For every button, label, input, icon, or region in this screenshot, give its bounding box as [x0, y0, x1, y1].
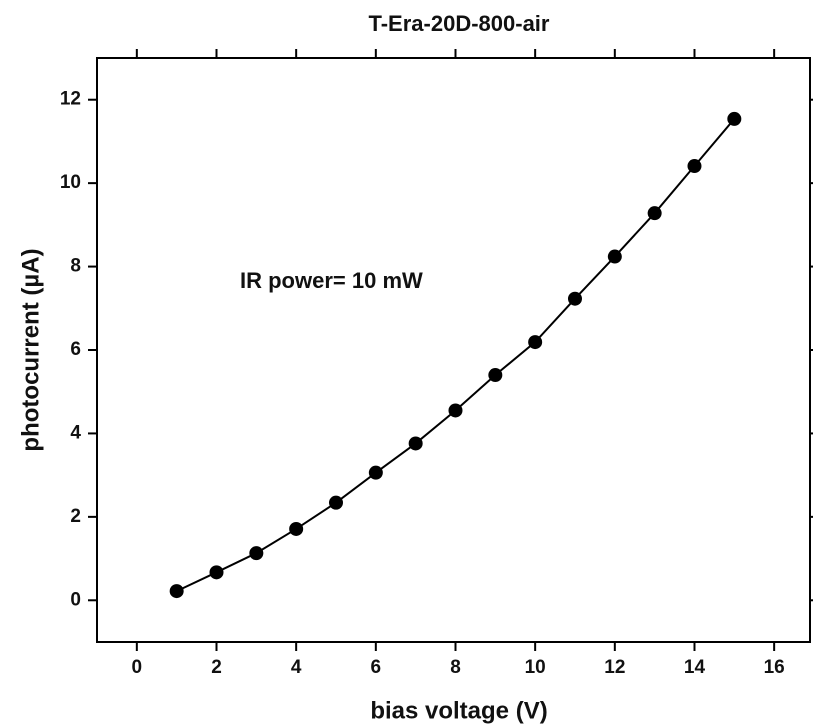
data-point [647, 206, 662, 221]
y-tick-label: 4 [70, 422, 81, 443]
data-point [448, 403, 463, 418]
series-line [176, 118, 736, 593]
data-point [727, 111, 742, 126]
y-tick-label: 10 [60, 172, 81, 193]
data-point [607, 249, 622, 264]
data-point [567, 291, 582, 306]
x-tick-label: 4 [291, 657, 302, 678]
data-point [328, 495, 343, 510]
data-point [169, 584, 184, 599]
data-point [249, 546, 264, 561]
data-point [289, 521, 304, 536]
plot-frame [96, 57, 811, 643]
y-tick-label: 0 [70, 589, 81, 610]
data-point [528, 335, 543, 350]
chart-title: T-Era-20D-800-air [369, 11, 550, 36]
data-point [687, 159, 702, 174]
y-axis-label: photocurrent (µA) [17, 248, 44, 451]
y-tick-label: 12 [60, 89, 81, 110]
data-point [488, 368, 503, 383]
x-tick-label: 6 [371, 657, 382, 678]
data-point [368, 465, 383, 480]
x-tick-label: 14 [684, 657, 706, 678]
x-tick-label: 0 [132, 657, 143, 678]
y-tick-label: 8 [70, 256, 81, 277]
annotation: IR power= 10 mW [240, 268, 423, 293]
data-point [209, 565, 224, 580]
data-point [408, 436, 423, 451]
y-tick-label: 6 [70, 339, 81, 360]
x-tick-label: 2 [211, 657, 222, 678]
x-axis-label: bias voltage (V) [370, 697, 547, 724]
x-tick-label: 8 [450, 657, 461, 678]
x-tick-label: 12 [604, 657, 625, 678]
y-tick-label: 2 [70, 506, 81, 527]
x-tick-label: 10 [525, 657, 546, 678]
x-tick-label: 16 [764, 657, 785, 678]
